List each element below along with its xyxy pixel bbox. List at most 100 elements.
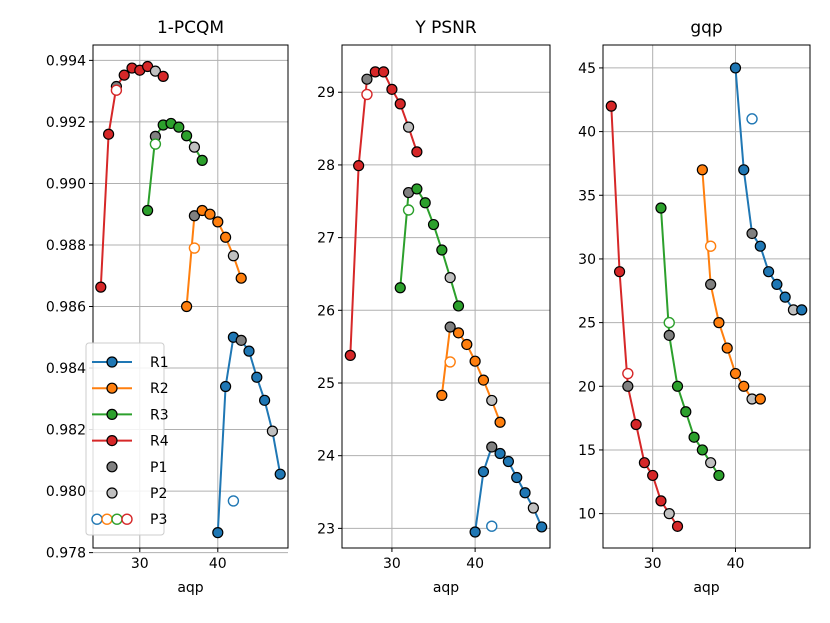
data-point-p3 (227, 495, 240, 507)
y-tick-label: 27 (317, 231, 335, 247)
data-point (638, 457, 651, 469)
panel-1: 30 40 0.978 0.980 0.982 0.984 0.986 0.988 0.990 0… (46, 18, 289, 596)
y-tick-label: 26 (317, 303, 335, 319)
legend-label-p2: P2 (150, 486, 167, 502)
x-tick-label: 30 (383, 556, 401, 572)
data-point-p3 (663, 316, 675, 329)
axes-frame (341, 44, 551, 549)
y-tick-label: 0.980 (46, 484, 86, 500)
y-tick-label: 0.988 (46, 238, 86, 254)
legend-marker-p2 (106, 487, 118, 499)
data-point-p3 (149, 138, 162, 150)
data-point (243, 345, 255, 357)
data-point-p3 (486, 520, 498, 532)
y-tick-label: 0.986 (46, 299, 86, 315)
legend-marker-p3 (91, 513, 103, 525)
y-tick-label: 40 (578, 125, 596, 141)
y-tick-label: 29 (317, 85, 335, 101)
axes-frame (92, 44, 289, 549)
y-tick-label: 15 (578, 443, 596, 459)
data-point-p3 (704, 240, 717, 252)
data-point (655, 202, 667, 214)
data-point (469, 526, 481, 538)
legend-marker-r2 (106, 382, 118, 394)
data-point (738, 380, 750, 392)
data-point-p3 (361, 88, 373, 101)
data-point (102, 128, 115, 140)
data-point-p1 (188, 210, 200, 222)
data-point (754, 240, 766, 252)
data-point-p2 (149, 65, 161, 77)
data-point (494, 447, 506, 460)
data-point (394, 98, 406, 110)
data-point (118, 69, 130, 81)
legend-marker-r3 (106, 408, 118, 420)
legend-label-r1: R1 (150, 355, 169, 371)
data-point (95, 281, 107, 293)
data-point (411, 183, 423, 195)
chart-title: gqp (690, 18, 722, 38)
x-axis-label: aqp (433, 580, 459, 596)
x-tick-label: 40 (209, 556, 227, 572)
legend-label-p3: P3 (150, 512, 167, 528)
legend-label-r2: R2 (150, 381, 169, 397)
x-tick-label: 30 (644, 556, 662, 572)
data-point (796, 304, 808, 316)
data-point-p3 (444, 356, 456, 368)
x-axis-label: aqp (693, 580, 719, 596)
data-point (713, 469, 725, 482)
data-point (220, 231, 232, 243)
data-point-p3 (402, 204, 415, 216)
y-tick-label: 20 (578, 379, 596, 395)
data-point (436, 389, 448, 401)
legend-marker-r4 (106, 435, 118, 447)
data-point-p3 (110, 84, 123, 96)
x-axis-label: aqp (177, 580, 203, 596)
chart-title: Y PSNR (414, 18, 477, 38)
data-point (771, 278, 783, 291)
data-point (394, 282, 406, 294)
data-point (419, 197, 431, 209)
data-point-p2 (402, 121, 415, 133)
data-point-p3 (188, 242, 201, 254)
y-tick-label: 0.982 (46, 423, 86, 439)
data-point (655, 495, 667, 507)
y-tick-label: 45 (578, 61, 596, 77)
legend-box (85, 342, 165, 536)
data-point (142, 204, 154, 217)
data-point (181, 300, 193, 313)
legend-marker-p3 (111, 513, 123, 525)
data-point (220, 380, 232, 393)
legend-marker-p1 (106, 461, 118, 473)
y-tick-label: 24 (317, 449, 335, 465)
y-tick-label: 35 (578, 188, 596, 204)
data-point (378, 66, 390, 78)
data-point-p3 (622, 367, 634, 380)
data-point (427, 218, 440, 231)
y-tick-label: 25 (317, 376, 335, 392)
data-point (353, 160, 365, 172)
data-point-p1 (622, 380, 634, 392)
data-point (274, 468, 286, 480)
data-point (173, 121, 185, 133)
x-tick-label: 40 (727, 556, 745, 572)
legend-label-r3: R3 (150, 407, 169, 423)
data-point (411, 146, 423, 158)
data-point (738, 164, 750, 176)
data-point (452, 327, 465, 339)
data-point-p2 (444, 272, 456, 284)
data-point (204, 208, 216, 220)
data-point (386, 83, 398, 95)
data-point (212, 216, 224, 228)
data-point (671, 380, 684, 392)
data-point-p1 (746, 227, 758, 240)
data-point (779, 291, 791, 303)
data-point (630, 418, 642, 431)
x-tick-label: 30 (131, 556, 149, 572)
data-point (259, 394, 271, 406)
data-point-p2 (227, 250, 239, 262)
legend-marker-p3 (121, 513, 133, 525)
data-point-p1 (235, 334, 247, 346)
y-tick-label: 25 (578, 316, 596, 332)
data-point (477, 374, 490, 386)
